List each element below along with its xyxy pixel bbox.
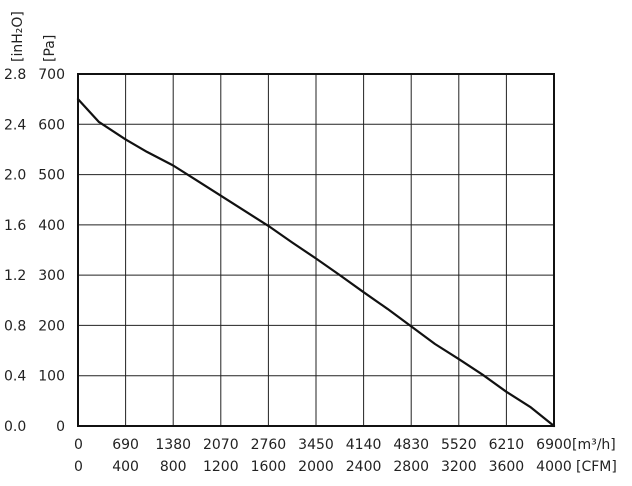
series-line: [76, 97, 556, 428]
x-tick-label-primary: 1380: [155, 437, 191, 453]
x-tick-label-primary: 2760: [251, 437, 287, 453]
x-tick-label-primary: 3450: [298, 437, 334, 453]
x-tick-label-secondary: 2400: [346, 459, 382, 475]
x-tick-label-secondary: 800: [160, 459, 187, 475]
x-tick-label-secondary: 3200: [441, 459, 477, 475]
y-tick-label-secondary: 0.0: [4, 419, 26, 435]
y-tick-label-primary: 0: [56, 419, 65, 435]
x-tick-label-secondary: 0: [74, 459, 83, 475]
plot-frame: [77, 73, 555, 427]
y-tick-label-secondary: 0.4: [4, 369, 26, 385]
y-tick-label-secondary: 0.8: [4, 318, 26, 334]
x-unit-secondary: [CFM]: [576, 459, 617, 475]
x-tick-label-secondary: 1200: [203, 459, 239, 475]
x-tick-label-secondary: 2800: [393, 459, 429, 475]
x-tick-label-primary: 0: [74, 437, 83, 453]
y-tick-label-secondary: 2.0: [4, 168, 26, 184]
y-tick-label-primary: 700: [38, 67, 65, 83]
y-tick-label-secondary: 2.8: [4, 67, 26, 83]
y-tick-label-primary: 100: [38, 369, 65, 385]
y-tick-label-primary: 400: [38, 218, 65, 234]
y-unit-primary: [Pa]: [42, 35, 58, 62]
y-tick-label-primary: 200: [38, 318, 65, 334]
x-tick-label-secondary: 2000: [298, 459, 334, 475]
y-unit-secondary: [inH₂O]: [10, 11, 26, 62]
x-tick-label-primary: 690: [112, 437, 139, 453]
x-tick-label-primary: 4140: [346, 437, 382, 453]
x-tick-label-primary: 6900: [536, 437, 572, 453]
y-tick-label-secondary: 2.4: [4, 117, 26, 133]
x-tick-label-secondary: 4000: [536, 459, 572, 475]
x-tick-label-primary: 2070: [203, 437, 239, 453]
x-tick-label-secondary: 400: [112, 459, 139, 475]
y-tick-label-primary: 500: [38, 168, 65, 184]
x-tick-label-primary: 5520: [441, 437, 477, 453]
y-tick-label-secondary: 1.6: [4, 218, 26, 234]
x-tick-label-secondary: 1600: [251, 459, 287, 475]
x-unit-primary: [m³/h]: [572, 437, 616, 453]
x-tick-label-secondary: 3600: [489, 459, 525, 475]
x-tick-label-primary: 6210: [489, 437, 525, 453]
y-tick-label-primary: 600: [38, 117, 65, 133]
y-tick-label-primary: 300: [38, 268, 65, 284]
x-tick-label-primary: 4830: [393, 437, 429, 453]
y-tick-label-secondary: 1.2: [4, 268, 26, 284]
